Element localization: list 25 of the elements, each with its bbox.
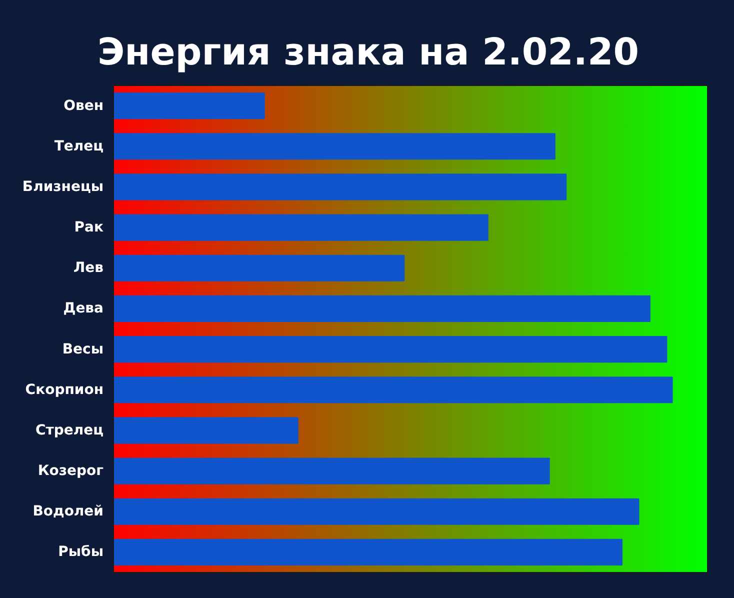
y-tick-label: Дева — [63, 300, 104, 317]
y-tick-label: Лев — [74, 260, 104, 276]
y-tick-label: Стрелец — [35, 422, 104, 438]
bar — [114, 458, 550, 484]
bar — [114, 92, 265, 120]
y-tick-label: Близнецы — [22, 178, 104, 195]
bar — [114, 214, 488, 241]
y-tick-label: Водолей — [32, 504, 104, 520]
bar — [114, 133, 556, 160]
chart-title: Энергия знака на 2.02.20 — [98, 30, 639, 74]
bar — [114, 498, 640, 525]
bar — [114, 254, 405, 282]
bar — [114, 295, 650, 322]
y-tick-label: Весы — [62, 341, 104, 358]
bar — [114, 336, 668, 363]
y-tick-label: Рыбы — [58, 544, 104, 560]
y-tick-label: Скорпион — [25, 382, 104, 398]
bar — [114, 376, 673, 404]
y-tick-label: Рак — [74, 220, 104, 236]
y-tick-label: Телец — [54, 138, 104, 154]
y-tick-label: Козерог — [38, 463, 104, 480]
bar — [114, 417, 298, 444]
y-tick-label: Овен — [64, 98, 104, 114]
bar — [114, 174, 567, 200]
bar — [114, 538, 623, 566]
